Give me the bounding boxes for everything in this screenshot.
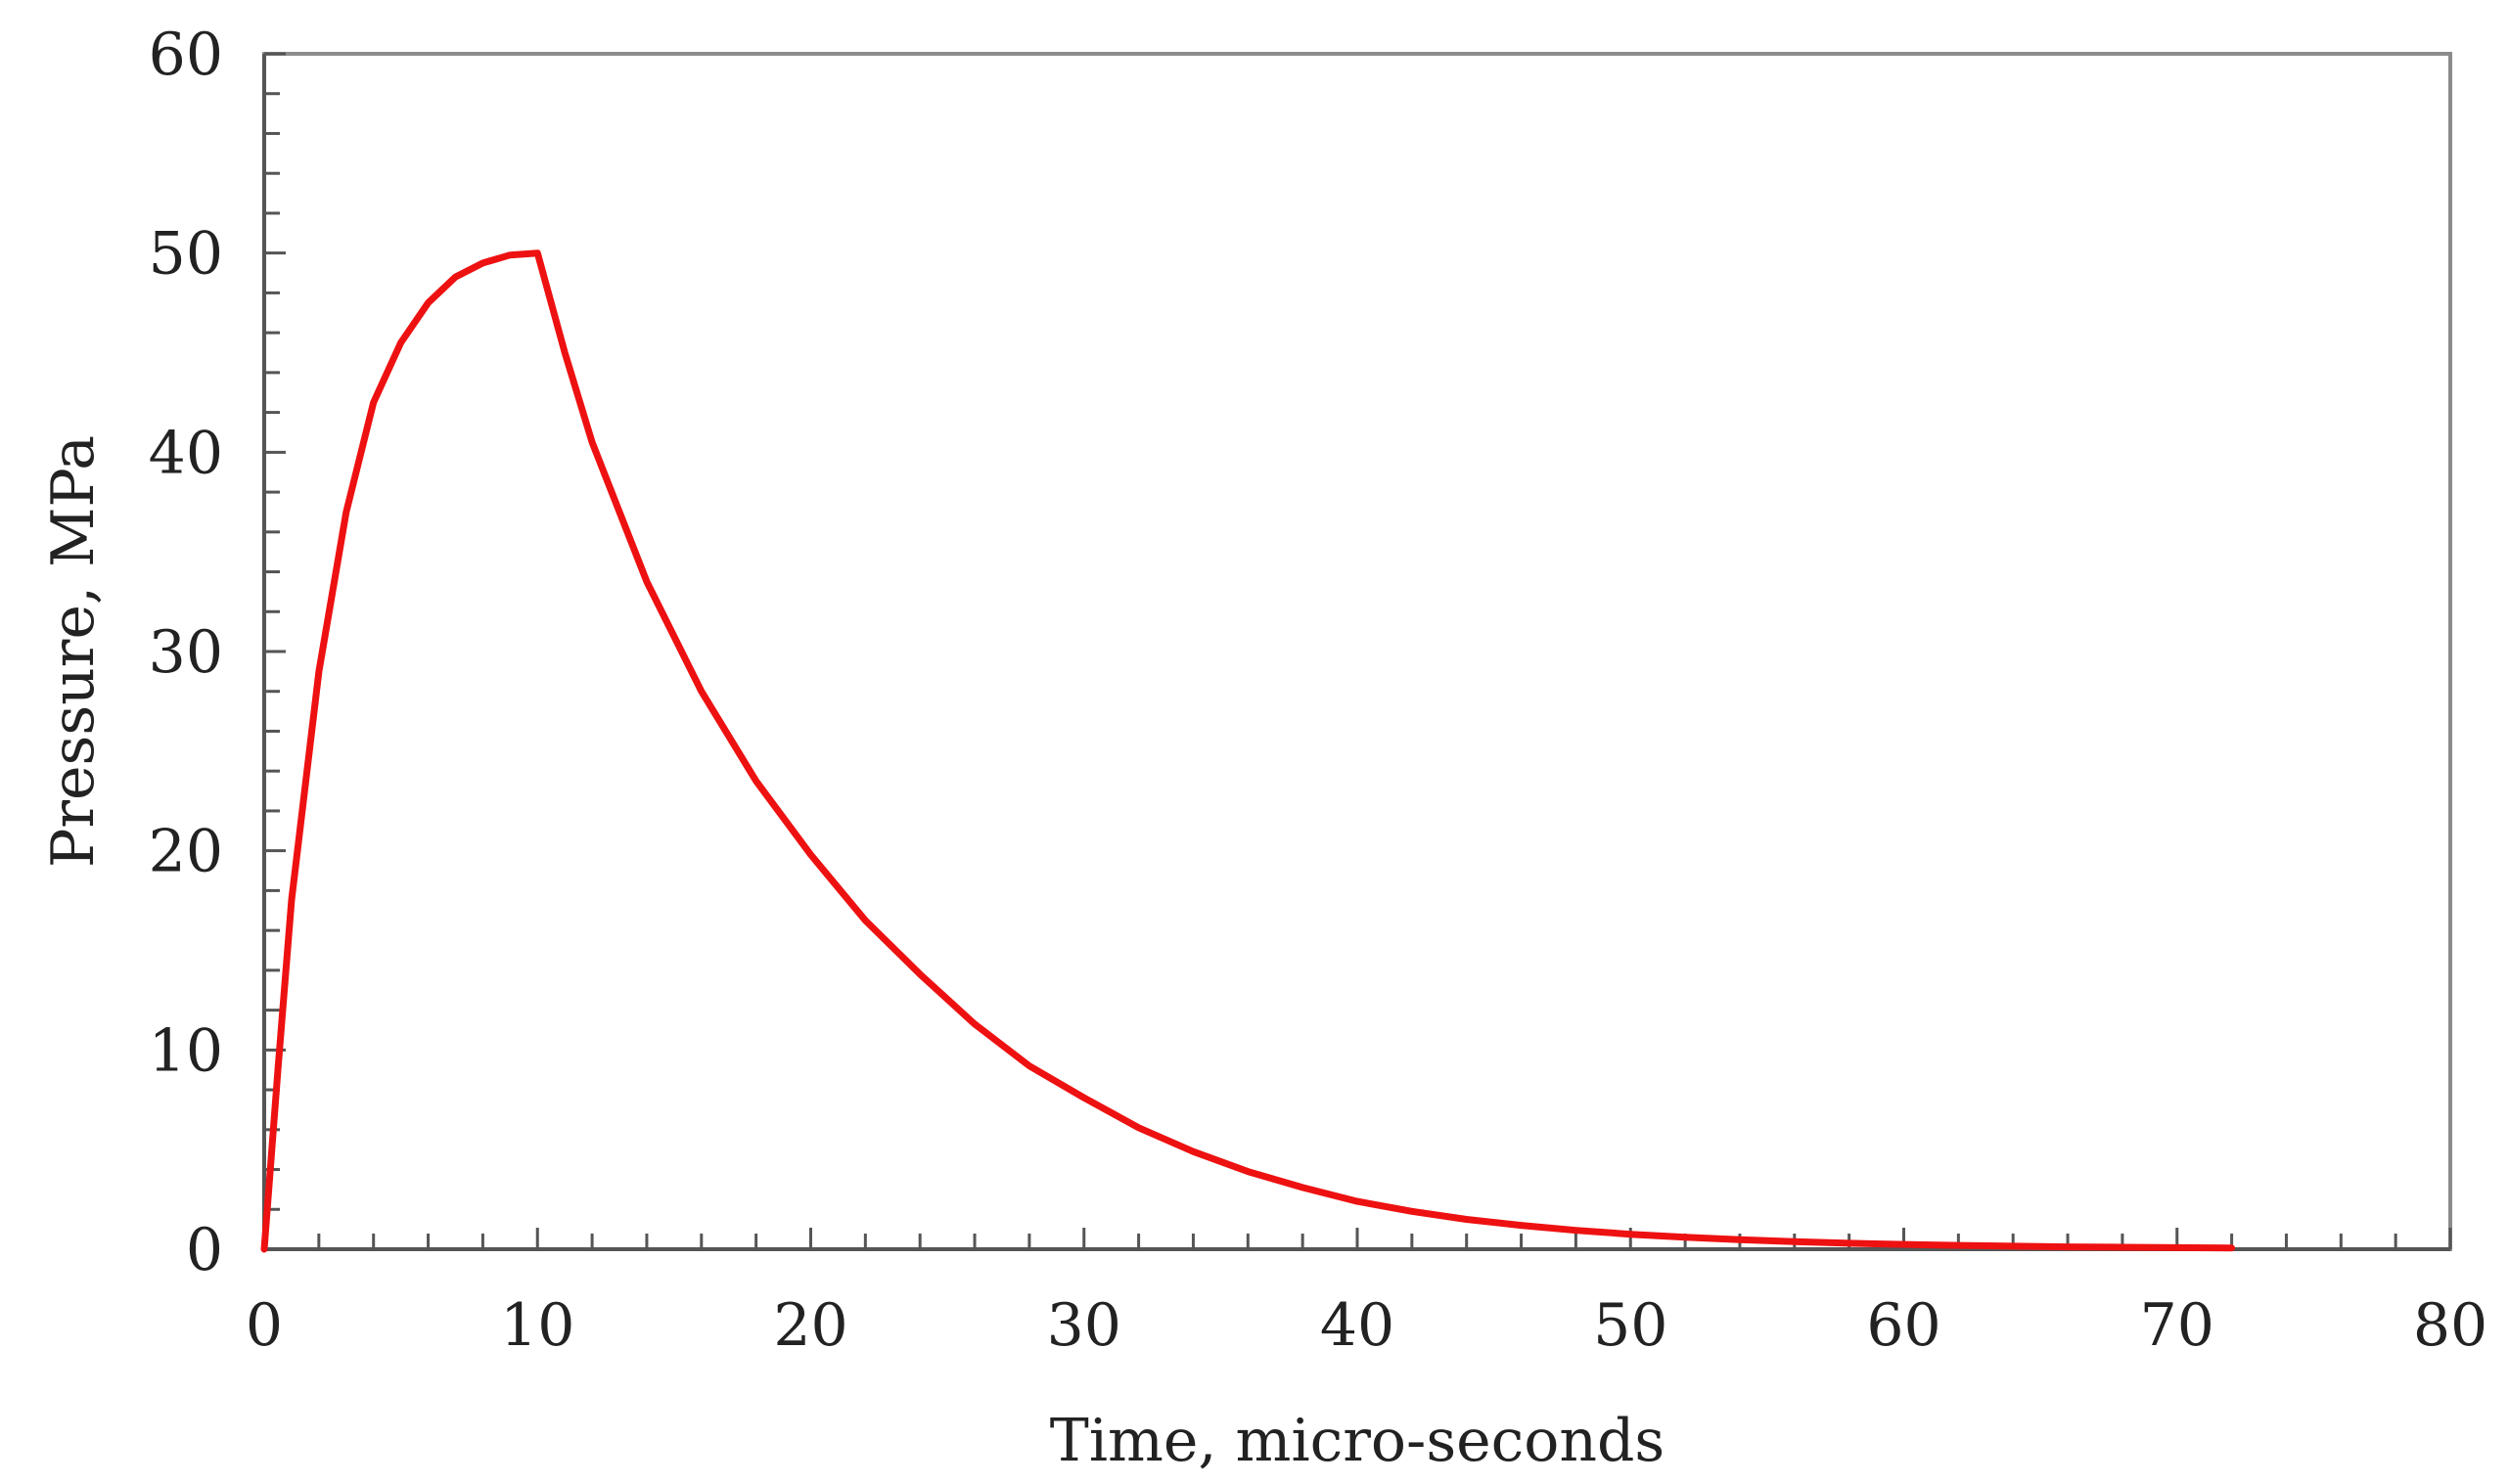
plot-frame xyxy=(262,52,2452,1251)
x-tick-label: 50 xyxy=(1593,1291,1667,1360)
x-axis-title: Time, micro-seconds xyxy=(1050,1407,1665,1475)
y-tick-label: 20 xyxy=(149,818,223,886)
axis-ticks xyxy=(262,52,2452,1251)
x-tick-label: 80 xyxy=(2413,1291,2487,1360)
y-tick-label: 50 xyxy=(149,220,223,289)
y-tick-label: 40 xyxy=(149,419,223,487)
x-tick-label: 60 xyxy=(1866,1291,1940,1360)
y-tick-label: 10 xyxy=(149,1016,223,1085)
x-tick-label: 30 xyxy=(1047,1291,1121,1360)
y-axis-title: Pressure, MPa xyxy=(39,435,108,868)
x-tick-label: 10 xyxy=(500,1291,574,1360)
y-tick-label: 30 xyxy=(149,618,223,687)
series-line-pressure xyxy=(260,249,2236,1253)
x-tick-label: 20 xyxy=(773,1291,847,1360)
x-tick-label: 70 xyxy=(2140,1291,2214,1360)
x-tick-label: 40 xyxy=(1320,1291,1394,1360)
x-tick-label: 0 xyxy=(246,1291,283,1360)
tick-labels: 0 10 20 30 40 50 60 70 80 0 10 20 30 40 50 60 xyxy=(149,21,2488,1360)
y-tick-label: 60 xyxy=(149,21,223,89)
series-layer xyxy=(260,249,2236,1253)
y-tick-label: 0 xyxy=(186,1216,223,1284)
